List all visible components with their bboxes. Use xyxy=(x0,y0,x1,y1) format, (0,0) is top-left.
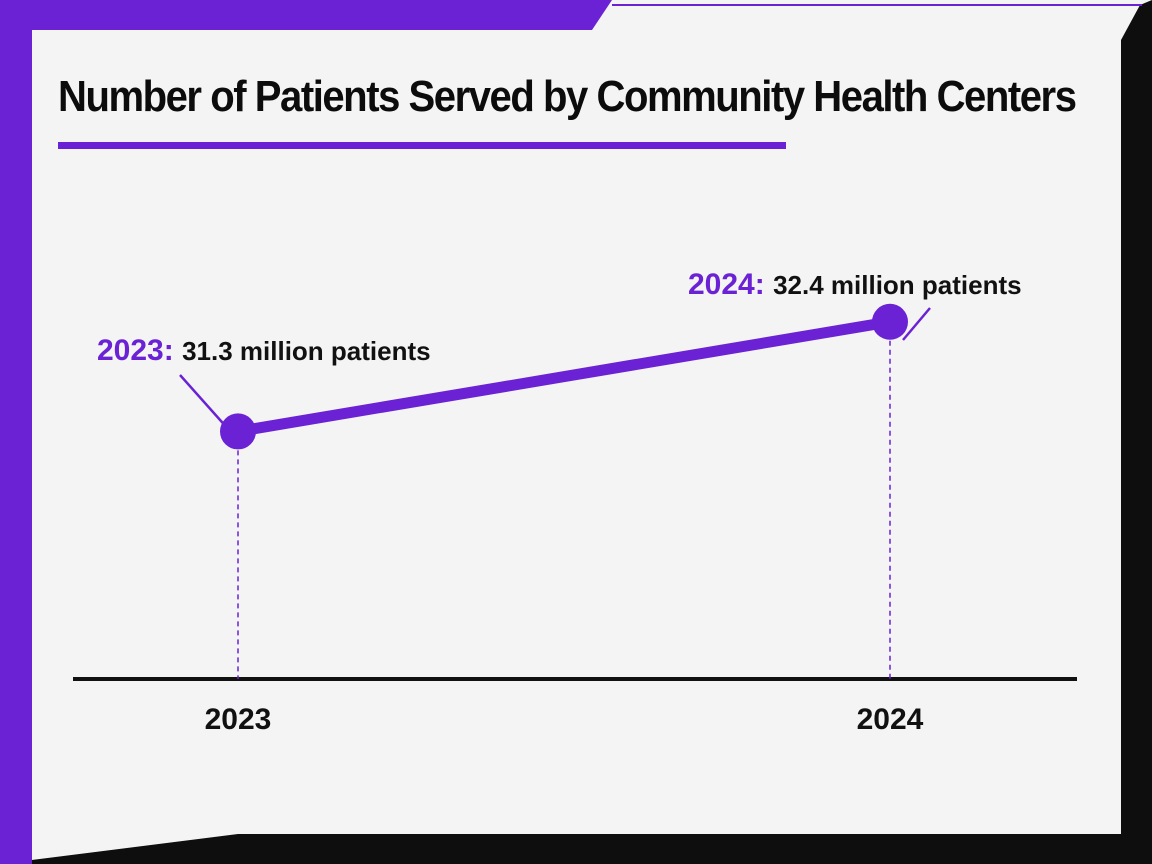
data-label-value: 32.4 million patients xyxy=(773,270,1022,300)
series-line xyxy=(232,316,896,437)
leader-line-2023 xyxy=(179,374,230,431)
data-label-year: 2023: xyxy=(97,334,182,367)
data-label-2023: 2023: 31.3 million patients xyxy=(97,334,431,367)
data-label-value: 31.3 million patients xyxy=(182,336,431,366)
x-tick-label-2023: 2023 xyxy=(205,703,272,736)
chart-title: Number of Patients Served by Community H… xyxy=(58,72,1077,121)
data-label-year: 2024: xyxy=(688,268,773,301)
title-underline xyxy=(58,142,786,149)
chart-marks: 2023: 31.3 million patients 2024: 32.4 mi… xyxy=(73,268,1077,736)
data-label-2024: 2024: 32.4 million patients xyxy=(688,268,1022,301)
data-point-2023 xyxy=(220,413,256,450)
leader-line-2024 xyxy=(902,307,931,341)
x-tick-label-2024: 2024 xyxy=(857,703,924,736)
data-point-2024 xyxy=(872,303,908,340)
